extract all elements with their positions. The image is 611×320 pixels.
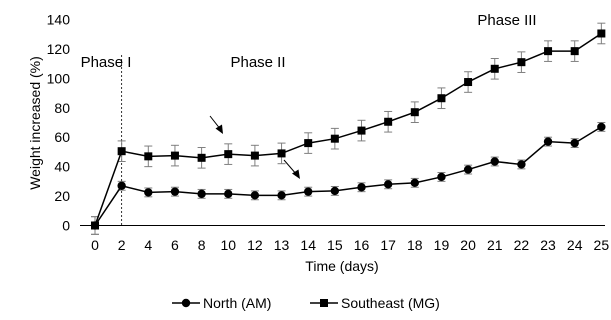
- data-point: [304, 139, 313, 148]
- phase-ii-arrowhead-upper: [215, 124, 223, 134]
- data-point: [250, 191, 260, 200]
- y-tick-label: 120: [47, 41, 71, 57]
- x-tick-label: 23: [540, 237, 556, 253]
- legend: North (AM) Southeast (MG): [172, 295, 440, 311]
- y-axis-title: Weight increased (%): [27, 56, 43, 190]
- data-point: [517, 160, 526, 169]
- x-tick-label: 16: [354, 237, 370, 253]
- data-point: [224, 150, 233, 159]
- phase-ii-label: Phase II: [230, 54, 285, 71]
- data-point: [170, 187, 180, 196]
- legend-label: North (AM): [203, 295, 271, 311]
- data-point: [570, 138, 579, 148]
- data-point: [277, 149, 286, 158]
- x-tick-label: 20: [460, 237, 476, 253]
- data-point: [357, 183, 366, 192]
- x-tick-label: 6: [171, 237, 179, 253]
- x-tick-label: 8: [198, 237, 206, 253]
- x-tick-label: 21: [487, 237, 503, 253]
- data-point: [91, 221, 99, 230]
- x-tick-label: 15: [327, 237, 343, 253]
- data-point: [437, 94, 446, 103]
- data-point: [410, 178, 419, 188]
- data-point: [437, 172, 446, 182]
- data-point: [357, 126, 366, 135]
- x-tick-label: 18: [407, 237, 423, 253]
- y-tick-label: 40: [54, 159, 70, 175]
- x-tick-label: 12: [247, 237, 263, 253]
- data-point: [490, 64, 499, 73]
- data-point: [170, 151, 179, 160]
- data-point: [517, 58, 526, 67]
- x-tick-label: 2: [118, 237, 126, 253]
- x-tick-label: 14: [300, 237, 316, 253]
- phase-i-label: Phase I: [81, 54, 132, 71]
- x-tick-label: 10: [220, 237, 236, 253]
- y-tick-label: 20: [54, 188, 70, 204]
- data-point: [490, 157, 499, 166]
- data-point: [277, 191, 286, 200]
- x-tick-label: 17: [380, 237, 396, 253]
- data-point: [304, 187, 313, 196]
- data-point: [410, 108, 419, 117]
- data-point: [250, 151, 259, 160]
- series-line: [94, 126, 602, 226]
- data-point: [330, 134, 339, 143]
- legend-marker: [320, 299, 328, 307]
- legend-label: Southeast (MG): [341, 295, 440, 311]
- data-point: [464, 78, 473, 87]
- x-tick-label: 0: [91, 237, 99, 253]
- data-point: [144, 152, 153, 161]
- y-tick-label: 60: [54, 129, 70, 145]
- y-tick-label: 140: [47, 12, 71, 28]
- x-tick-label: 25: [594, 237, 610, 253]
- x-tick-label: 4: [144, 237, 152, 253]
- x-tick-label: 22: [514, 237, 530, 253]
- y-tick-label: 80: [54, 100, 70, 116]
- data-point: [197, 153, 206, 162]
- x-tick-label: 19: [434, 237, 450, 253]
- x-axis-title: Time (days): [305, 258, 378, 274]
- y-tick-label: 100: [47, 70, 71, 86]
- data-point: [543, 137, 553, 146]
- data-point: [117, 147, 126, 156]
- data-point: [463, 165, 473, 174]
- data-point: [570, 47, 579, 56]
- data-point: [597, 29, 606, 38]
- data-point: [224, 189, 233, 199]
- data-point: [597, 122, 606, 132]
- x-tick-label: 24: [567, 237, 583, 253]
- data-point: [144, 188, 153, 197]
- data-point: [384, 117, 393, 126]
- data-point: [383, 180, 393, 189]
- data-point: [330, 186, 340, 196]
- phase-ii-arrowhead-lower: [292, 169, 300, 179]
- data-point: [117, 181, 126, 190]
- phase-iii-label: Phase III: [477, 12, 536, 29]
- y-tick-label: 0: [62, 218, 70, 234]
- series-line: [94, 32, 602, 226]
- data-point: [544, 47, 553, 56]
- legend-marker: [181, 298, 191, 308]
- x-tick-label: 13: [274, 237, 290, 253]
- data-point: [197, 189, 206, 199]
